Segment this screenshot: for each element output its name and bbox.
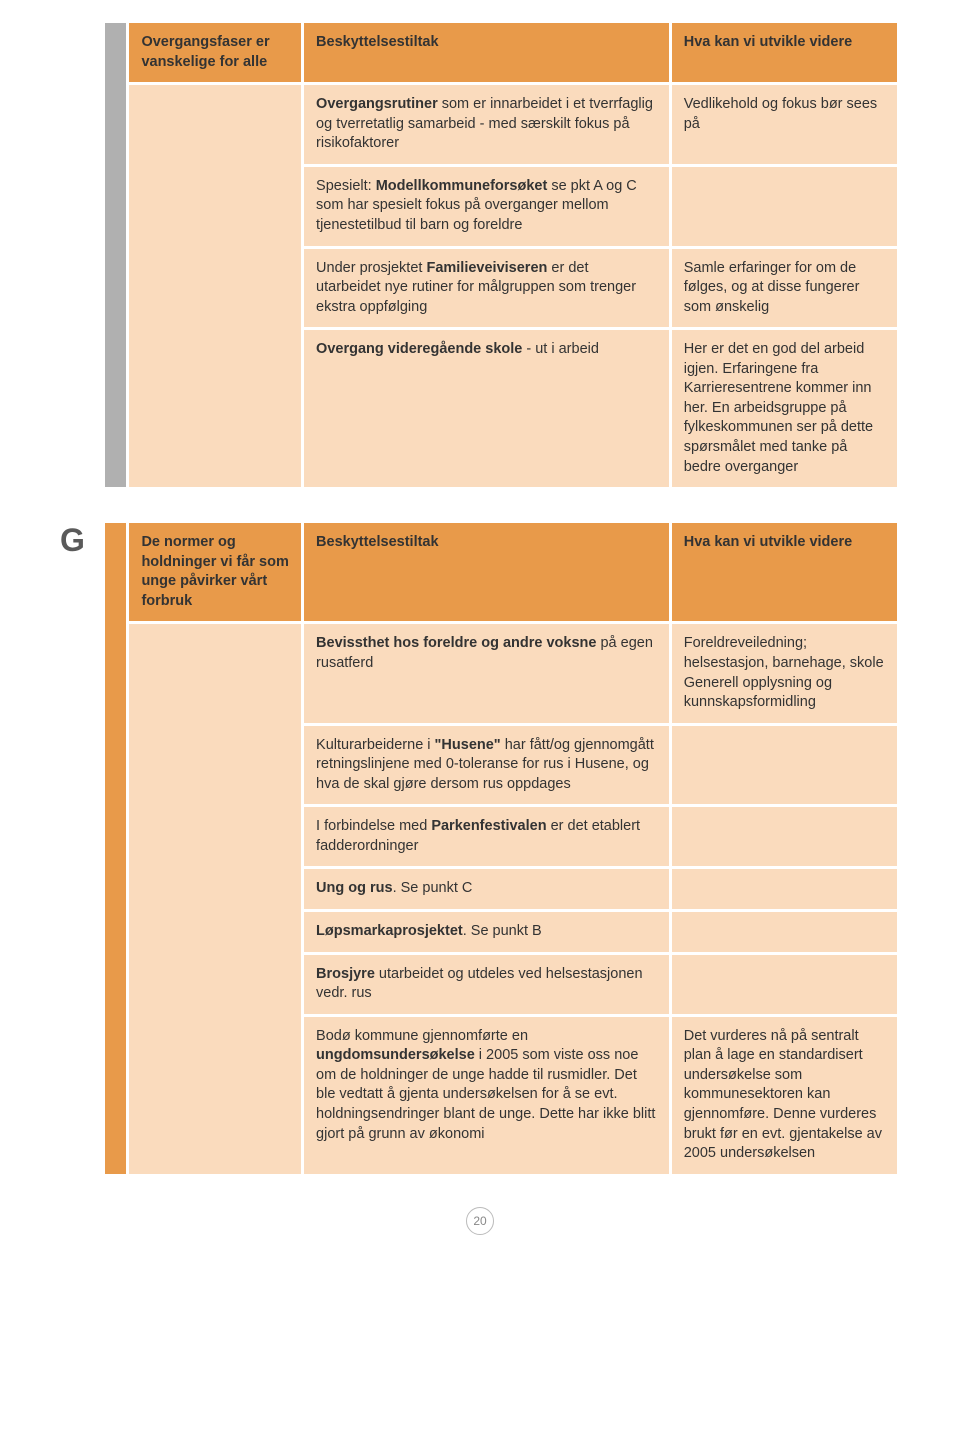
section-letter-f [60, 20, 102, 490]
header-col1: De normer og holdninger vi får som unge … [129, 523, 301, 621]
cell-empty [129, 624, 301, 1173]
cell-bold: Overgang videregående skole [316, 341, 522, 357]
cell-b: Spesielt: Modellkommuneforsøket se pkt A… [304, 167, 669, 246]
table-header-row: De normer og holdninger vi får som unge … [105, 523, 897, 621]
table-row: Bevissthet hos foreldre og andre voksne … [105, 624, 897, 722]
cell-bold: Familieveiviseren [426, 260, 547, 276]
cell-empty [129, 85, 301, 487]
cell-b: Kulturarbeiderne i "Husene" har fått/og … [304, 726, 669, 805]
cell-bold: "Husene" [435, 737, 501, 753]
cell-c: Det vurderes nå på sentralt plan å lage … [672, 1017, 897, 1174]
table-header-row: Overgangsfaser er vanskelige for alle Be… [105, 23, 897, 82]
cell-bold: Bevissthet hos foreldre og andre voksne [316, 635, 596, 651]
header-col3: Hva kan vi utvikle videre [672, 523, 897, 621]
cell-text: Spesielt: [316, 178, 376, 194]
cell-c [672, 955, 897, 1014]
table-row: Overgangsrutiner som er innarbeidet i et… [105, 85, 897, 164]
cell-c [672, 167, 897, 246]
cell-b: Ung og rus. Se punkt C [304, 869, 669, 909]
cell-c: Her er det en god del arbeid igjen. Erfa… [672, 330, 897, 487]
section-f: Overgangsfaser er vanskelige for alle Be… [60, 20, 900, 490]
page-number-container: 20 [60, 1207, 900, 1235]
page-number: 20 [466, 1207, 494, 1235]
cell-text: Bodø kommune gjennomførte en [316, 1028, 528, 1044]
cell-text: . Se punkt B [463, 923, 542, 939]
cell-text: I forbindelse med [316, 818, 431, 834]
side-bar-grey [105, 23, 126, 487]
cell-c: Foreldreveiledning; helsestasjon, barneh… [672, 624, 897, 722]
cell-b: Overgangsrutiner som er innarbeidet i et… [304, 85, 669, 164]
cell-bold: Overgangsrutiner [316, 96, 438, 112]
cell-c [672, 726, 897, 805]
cell-bold: Parkenfestivalen [431, 818, 546, 834]
header-col2: Beskyttelsestiltak [304, 523, 669, 621]
cell-text: Under prosjektet [316, 260, 426, 276]
section-letter-g: G [60, 520, 102, 1177]
cell-c [672, 807, 897, 866]
table-g: De normer og holdninger vi får som unge … [102, 520, 900, 1177]
cell-text: . Se punkt C [393, 880, 473, 896]
header-col2: Beskyttelsestiltak [304, 23, 669, 82]
header-col3: Hva kan vi utvikle videre [672, 23, 897, 82]
cell-b: Overgang videregående skole - ut i arbei… [304, 330, 669, 487]
cell-bold: Modellkommuneforsøket [376, 178, 548, 194]
cell-b: Bevissthet hos foreldre og andre voksne … [304, 624, 669, 722]
cell-bold: Løpsmarkaprosjektet [316, 923, 463, 939]
header-col1: Overgangsfaser er vanskelige for alle [129, 23, 301, 82]
section-g: G De normer og holdninger vi får som ung… [60, 520, 900, 1177]
side-bar-orange [105, 523, 126, 1174]
cell-c: Vedlikehold og fokus bør sees på [672, 85, 897, 164]
cell-text: Kulturarbeiderne i [316, 737, 435, 753]
cell-b: Bodø kommune gjennomførte en ungdomsunde… [304, 1017, 669, 1174]
page-container: Overgangsfaser er vanskelige for alle Be… [0, 0, 960, 1275]
cell-b: I forbindelse med Parkenfestivalen er de… [304, 807, 669, 866]
cell-b: Under prosjektet Familieveiviseren er de… [304, 249, 669, 328]
cell-c [672, 869, 897, 909]
cell-c [672, 912, 897, 952]
cell-c: Samle erfaringer for om de følges, og at… [672, 249, 897, 328]
cell-b: Løpsmarkaprosjektet. Se punkt B [304, 912, 669, 952]
cell-b: Brosjyre utarbeidet og utdeles ved helse… [304, 955, 669, 1014]
cell-bold: Ung og rus [316, 880, 393, 896]
table-f: Overgangsfaser er vanskelige for alle Be… [102, 20, 900, 490]
cell-text: - ut i arbeid [522, 341, 599, 357]
cell-bold: Brosjyre [316, 966, 375, 982]
cell-bold: ungdomsundersøkelse [316, 1047, 475, 1063]
